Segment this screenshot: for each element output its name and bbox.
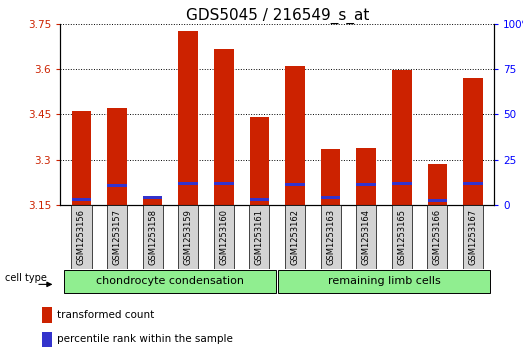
Bar [356, 205, 376, 269]
Bar [143, 196, 163, 199]
Text: GSM1253165: GSM1253165 [397, 209, 406, 265]
Text: transformed count: transformed count [56, 310, 154, 320]
Bar [107, 205, 127, 269]
Bar [321, 196, 340, 199]
Bar [427, 205, 447, 269]
Bar [321, 149, 340, 205]
Bar [42, 307, 52, 323]
Text: GSM1253160: GSM1253160 [219, 209, 229, 265]
Text: chondrocyte condensation: chondrocyte condensation [96, 276, 244, 286]
Text: GSM1253163: GSM1253163 [326, 209, 335, 265]
Text: GSM1253157: GSM1253157 [112, 209, 121, 265]
Text: cell type: cell type [5, 273, 47, 282]
Bar [143, 197, 163, 205]
Bar [178, 205, 198, 269]
Bar [285, 66, 305, 205]
Bar [285, 205, 305, 269]
Bar [64, 270, 277, 293]
Bar [427, 164, 447, 205]
Bar [178, 31, 198, 205]
Bar [249, 197, 269, 200]
Bar [463, 205, 483, 269]
Bar [178, 182, 198, 185]
Text: remaining limb cells: remaining limb cells [327, 276, 440, 286]
Bar [72, 205, 92, 269]
Bar [427, 199, 447, 202]
Bar [249, 205, 269, 269]
Text: GSM1253167: GSM1253167 [469, 209, 477, 265]
Text: GSM1253162: GSM1253162 [290, 209, 300, 265]
Title: GDS5045 / 216549_s_at: GDS5045 / 216549_s_at [186, 7, 369, 24]
Bar [321, 205, 340, 269]
Bar [356, 148, 376, 205]
Bar [463, 78, 483, 205]
Bar [42, 332, 52, 347]
Bar [463, 182, 483, 185]
Text: GSM1253164: GSM1253164 [361, 209, 371, 265]
Bar [278, 270, 490, 293]
Bar [356, 183, 376, 186]
Bar [214, 182, 234, 185]
Bar [214, 49, 234, 205]
Text: GSM1253159: GSM1253159 [184, 209, 193, 265]
Text: GSM1253166: GSM1253166 [433, 209, 442, 265]
Bar [392, 182, 412, 185]
Bar [72, 111, 92, 205]
Text: percentile rank within the sample: percentile rank within the sample [56, 334, 232, 344]
Bar [249, 117, 269, 205]
Bar [214, 205, 234, 269]
Bar [72, 198, 92, 201]
Text: GSM1253161: GSM1253161 [255, 209, 264, 265]
Bar [392, 205, 412, 269]
Text: GSM1253156: GSM1253156 [77, 209, 86, 265]
Bar [107, 108, 127, 205]
Text: GSM1253158: GSM1253158 [148, 209, 157, 265]
Bar [392, 70, 412, 205]
Bar [107, 184, 127, 187]
Bar [285, 183, 305, 186]
Bar [143, 205, 163, 269]
